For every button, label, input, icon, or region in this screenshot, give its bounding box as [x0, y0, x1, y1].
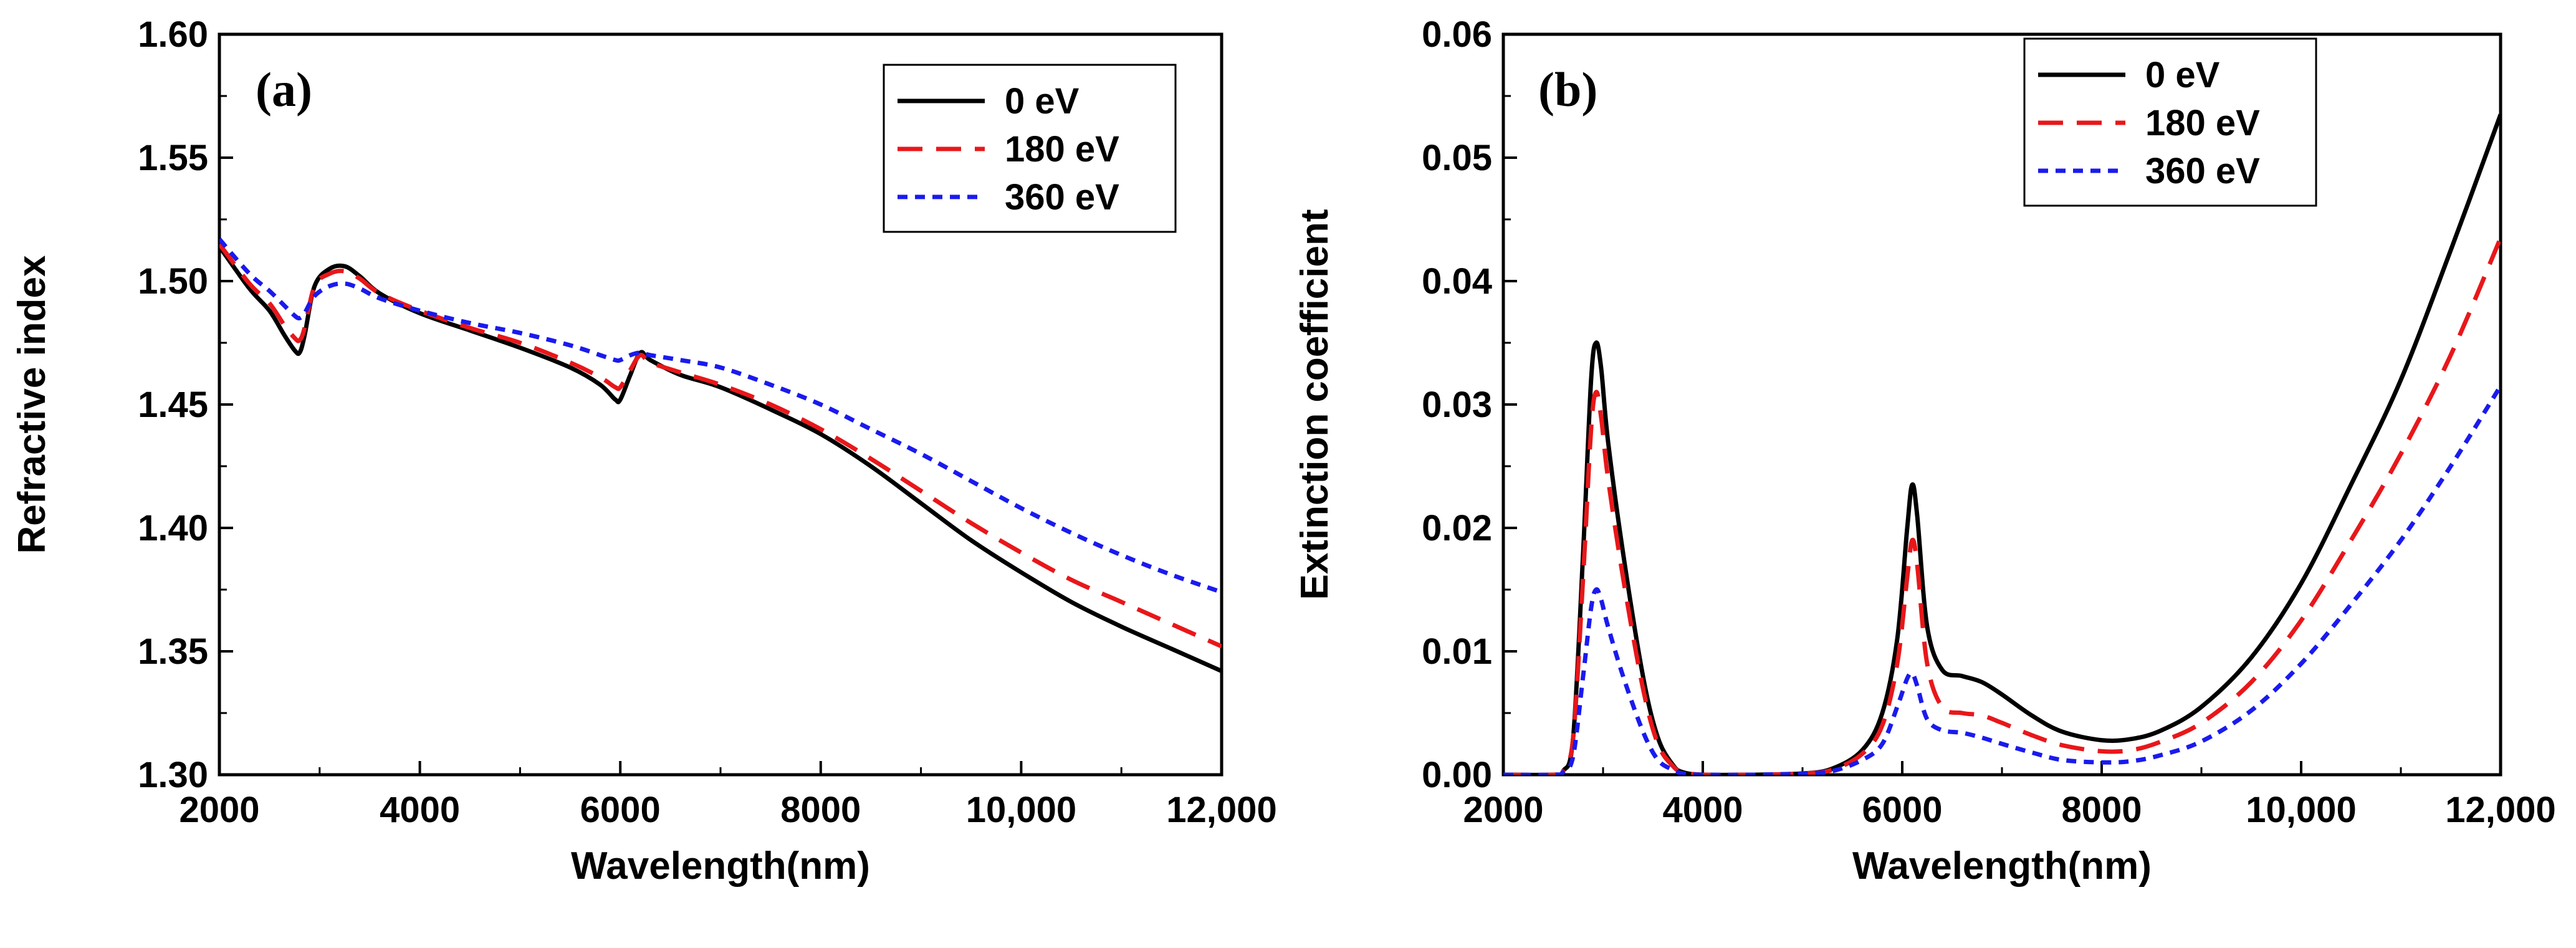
x-axis-title: Wavelength(nm)	[571, 845, 870, 888]
y-axis-title: Refractive index	[11, 255, 54, 554]
series-line-0-ev	[219, 245, 1222, 673]
legend-label-360-ev: 360 eV	[2145, 151, 2260, 191]
y-axis-title: Extinction coefficient	[1293, 209, 1336, 600]
x-tick-label: 6000	[1862, 790, 1942, 830]
series-line-0-ev	[1503, 113, 2501, 775]
y-tick-label: 1.30	[138, 755, 208, 795]
series-line-360-ev	[219, 237, 1222, 595]
legend-label-180-ev: 180 eV	[1005, 129, 1119, 170]
panel-label: (a)	[256, 62, 312, 117]
x-tick-label: 2000	[1463, 790, 1543, 830]
x-tick-label: 8000	[2061, 790, 2142, 830]
x-axis-title: Wavelength(nm)	[1852, 845, 2152, 888]
x-tick-label: 4000	[380, 790, 460, 830]
y-tick-label: 0.02	[1422, 508, 1492, 548]
y-tick-label: 1.45	[138, 385, 208, 425]
y-tick-label: 0.01	[1422, 631, 1492, 672]
x-tick-label: 12,000	[1166, 790, 1276, 830]
series-line-180-ev	[1503, 237, 2501, 775]
legend-label-0-ev: 0 eV	[2145, 55, 2220, 95]
series-line-180-ev	[219, 242, 1222, 649]
legend-box	[883, 64, 1177, 233]
y-tick-label: 0.05	[1422, 138, 1492, 178]
y-tick-label: 0.04	[1422, 261, 1492, 302]
y-tick-label: 0.00	[1422, 755, 1492, 795]
series-line-360-ev	[1503, 385, 2501, 775]
legend-box	[2023, 37, 2317, 207]
y-tick-label: 1.60	[138, 14, 208, 55]
y-tick-label: 1.55	[138, 138, 208, 178]
x-tick-label: 6000	[580, 790, 661, 830]
panel-label: (b)	[1538, 62, 1597, 117]
legend-label-0-ev: 0 eV	[1005, 81, 1080, 122]
y-tick-label: 1.50	[138, 261, 208, 302]
panel-a: 2000 4000 6000 8000 10,000 12,000 1.30 1.35 1.40…	[11, 14, 1277, 888]
x-tick-label: 4000	[1662, 790, 1743, 830]
x-tick-label: 10,000	[966, 790, 1076, 830]
legend: 0 eV 180 eV 360 eV	[883, 64, 1177, 233]
x-tick-label: 10,000	[2246, 790, 2356, 830]
y-tick-label: 0.03	[1422, 385, 1492, 425]
y-tick-label: 1.35	[138, 631, 208, 672]
legend: 0 eV 180 eV 360 eV	[2023, 37, 2317, 207]
panel-b: 2000 4000 6000 8000 10,000 12,000 0.00 0.01 0.02…	[1293, 14, 2556, 888]
x-tick-label: 8000	[780, 790, 861, 830]
x-tick-label: 2000	[179, 790, 259, 830]
legend-label-180-ev: 180 eV	[2145, 103, 2260, 143]
y-tick-label: 1.40	[138, 508, 208, 548]
plot-frame	[1501, 32, 2502, 777]
y-tick-label: 0.06	[1422, 14, 1492, 55]
legend-label-360-ev: 360 eV	[1005, 177, 1119, 218]
x-tick-label: 12,000	[2445, 790, 2555, 830]
